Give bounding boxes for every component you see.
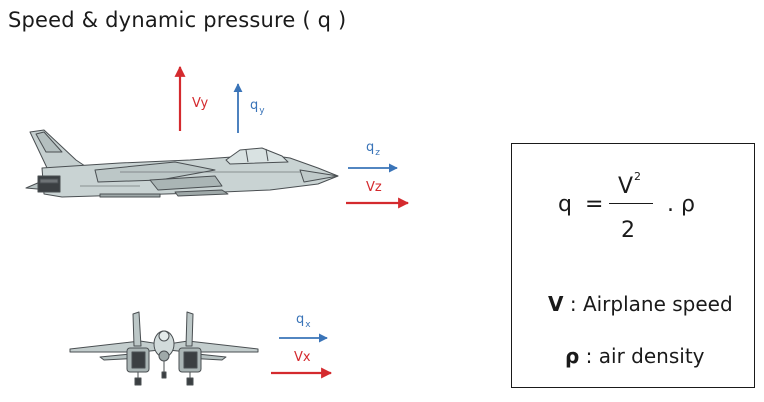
qz-label: qz bbox=[366, 140, 380, 158]
formula-numerator: V bbox=[618, 174, 634, 199]
formula-box: q = V 2 2 . ρ V : Airplane speed ρ : air… bbox=[511, 143, 755, 388]
formula-q: q bbox=[558, 192, 572, 217]
vy-label: Vy bbox=[192, 96, 209, 111]
fraction-bar bbox=[609, 203, 653, 205]
aircraft-side-view bbox=[25, 129, 339, 198]
vx-label: Vx bbox=[294, 350, 311, 365]
vz-label: Vz bbox=[366, 180, 382, 195]
formula-rho: . ρ bbox=[667, 192, 695, 217]
formula-equals: = bbox=[585, 192, 604, 217]
legend-speed: V : Airplane speed bbox=[548, 292, 733, 316]
formula-denominator: 2 bbox=[621, 218, 635, 243]
qy-label: qy bbox=[250, 98, 265, 116]
legend-density: ρ : air density bbox=[565, 344, 705, 368]
aircraft-front-view bbox=[69, 311, 259, 386]
page-title: Speed & dynamic pressure ( q ) bbox=[8, 8, 347, 32]
qx-label: qx bbox=[296, 312, 311, 330]
formula-exponent: 2 bbox=[634, 170, 641, 183]
